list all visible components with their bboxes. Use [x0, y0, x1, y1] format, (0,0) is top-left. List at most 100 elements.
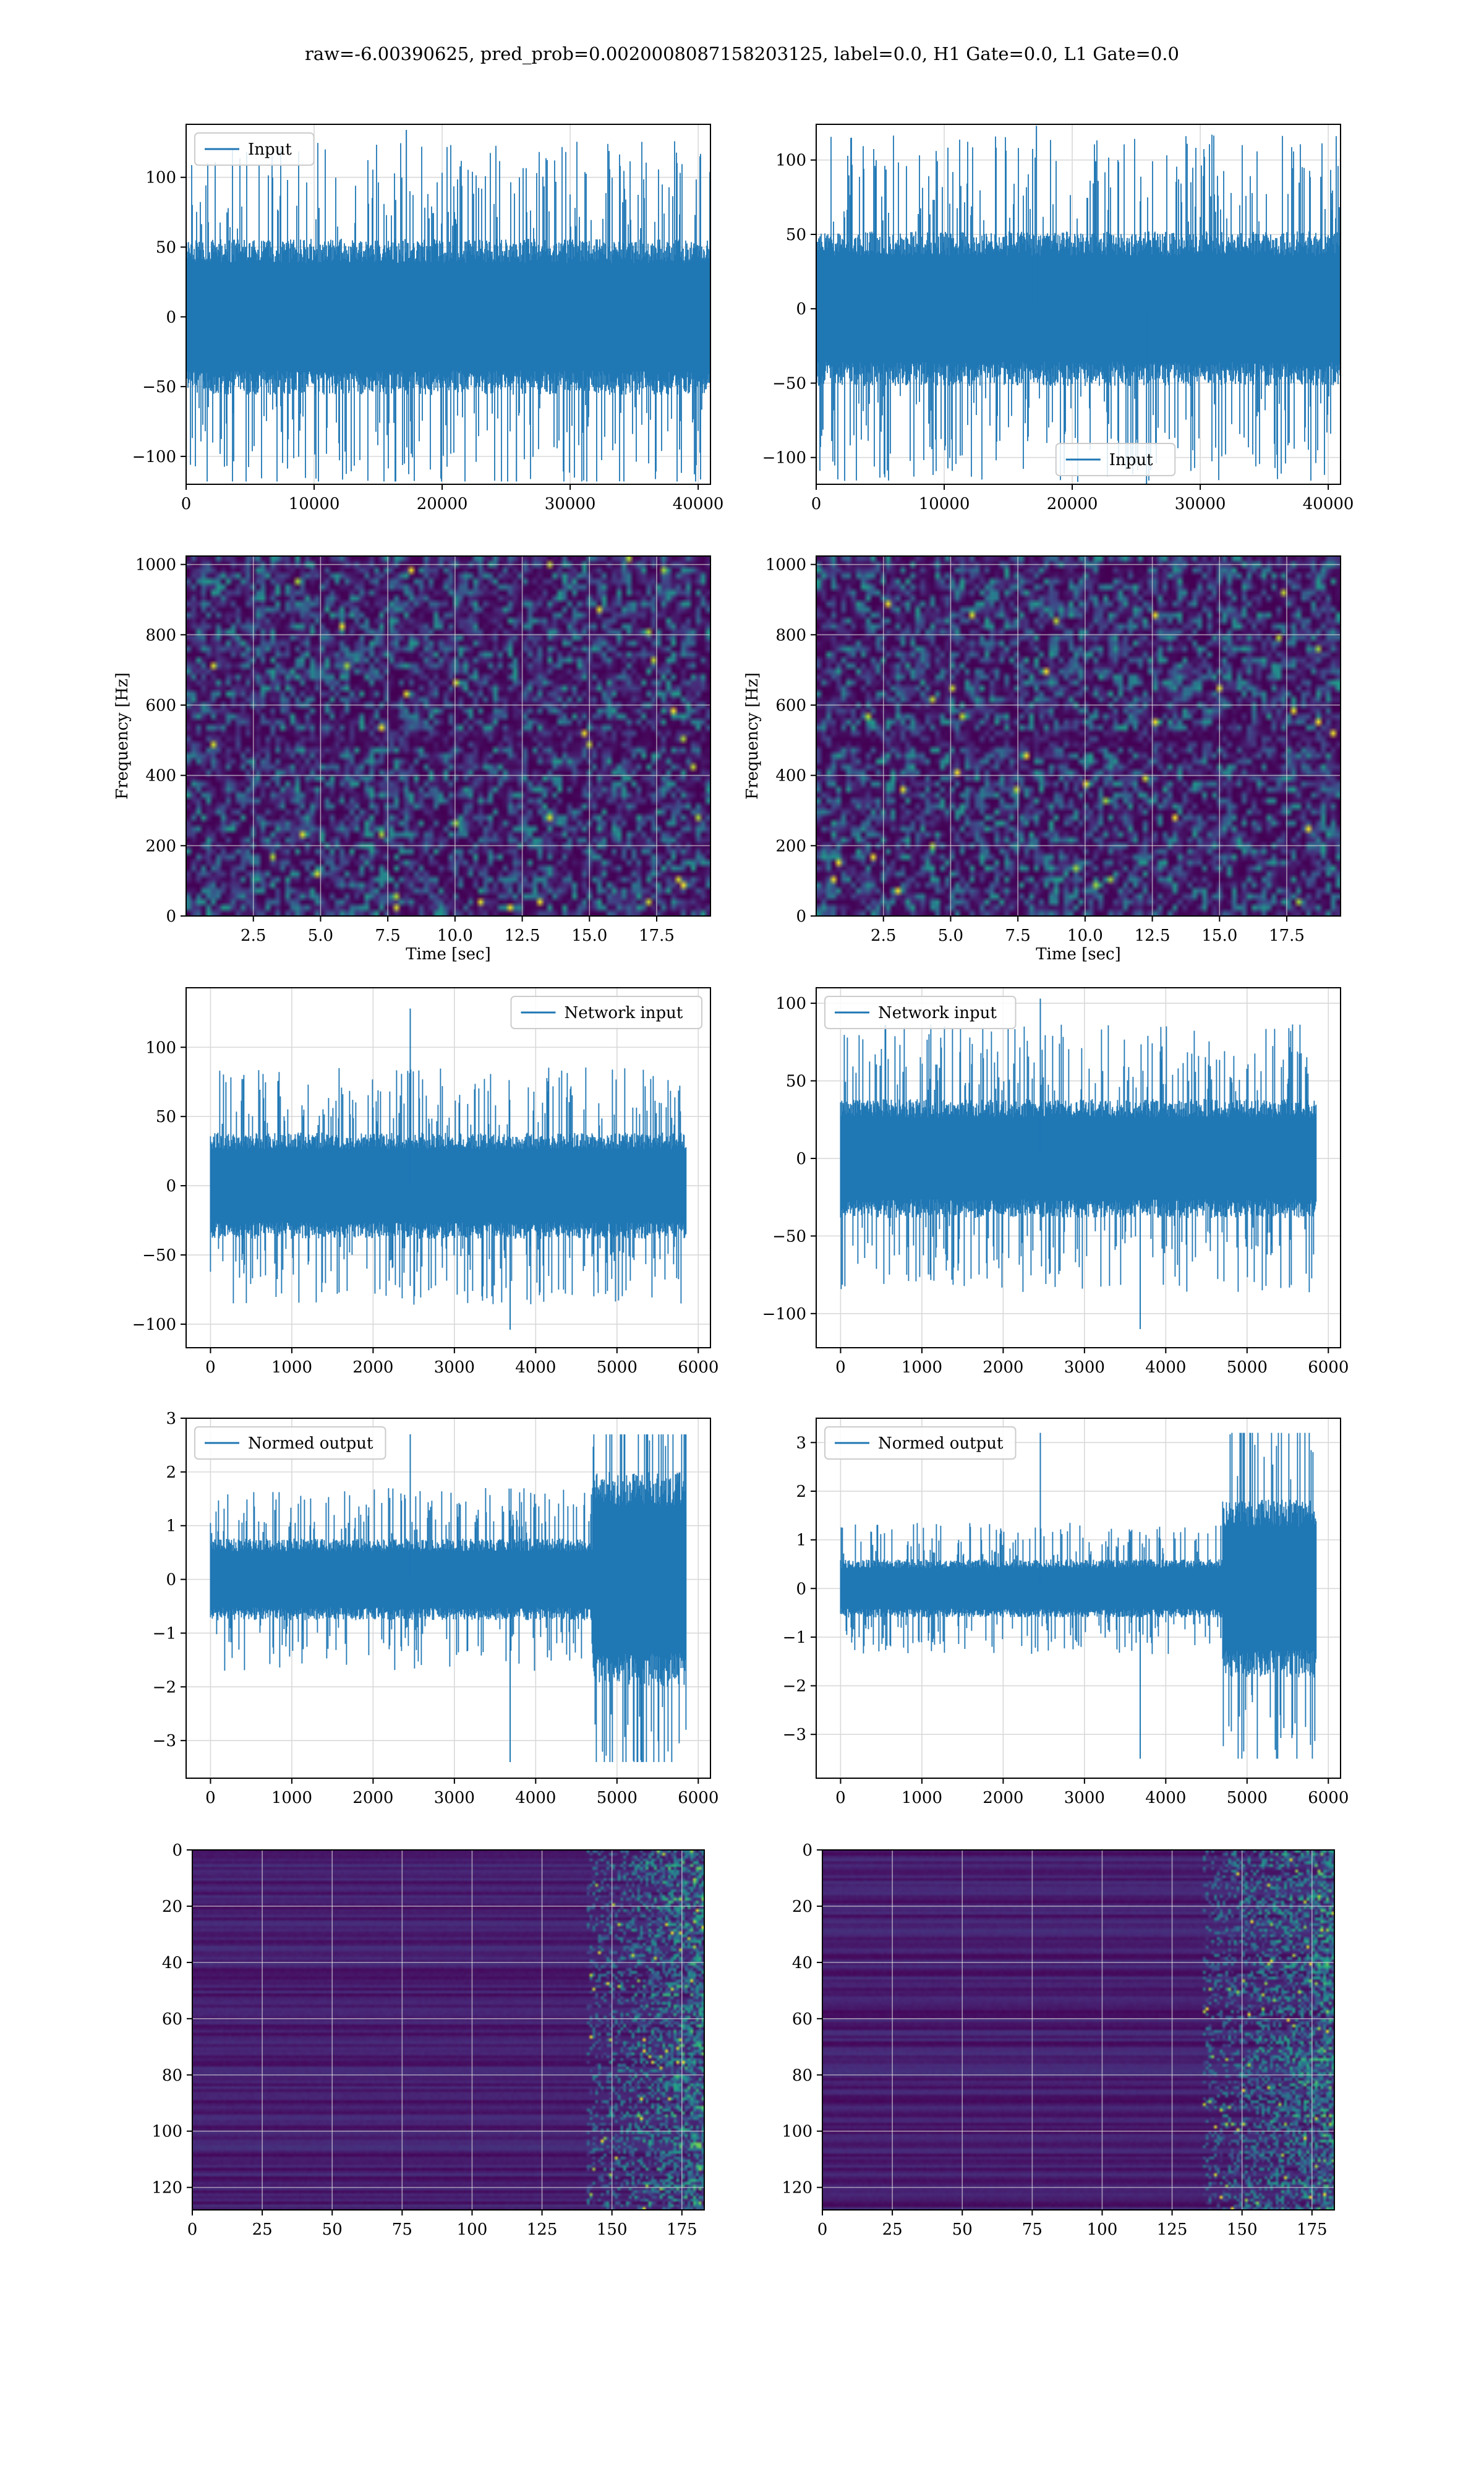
y-tick-label: 3	[796, 1434, 806, 1452]
legend-label: Input	[1109, 451, 1153, 469]
y-tick-label: 0	[166, 1177, 176, 1196]
x-tick-label: 30000	[545, 495, 596, 513]
y-tick-label: 100	[782, 2123, 812, 2141]
x-tick-label: 0	[811, 495, 822, 513]
y-tick-label: 80	[162, 2066, 182, 2085]
x-tick-label: 2.5	[241, 927, 266, 945]
x-tick-label: 1000	[271, 1789, 312, 1807]
x-tick-label: 175	[667, 2220, 697, 2239]
y-tick-label: 50	[156, 1108, 176, 1126]
y-tick-label: 40	[162, 1954, 182, 1972]
legend-label: Normed output	[248, 1434, 373, 1453]
axes-frame	[186, 987, 711, 1348]
x-tick-label: 1000	[271, 1358, 312, 1377]
y-tick-label: 20	[792, 1898, 812, 1916]
legend-box	[824, 1426, 1017, 1460]
x-tick-label: 150	[597, 2220, 628, 2239]
x-tick-label: 75	[1022, 2220, 1043, 2239]
y-tick-label: 0	[796, 1150, 806, 1168]
x-tick-label: 25	[252, 2220, 273, 2239]
x-tick-label: 3000	[434, 1789, 475, 1807]
x-tick-label: 10.0	[1067, 927, 1103, 945]
x-tick-label: 5000	[597, 1789, 638, 1807]
axes-frame	[192, 1849, 705, 2211]
x-tick-label: 0	[205, 1789, 216, 1807]
x-tick-label: 4000	[1145, 1358, 1186, 1377]
x-tick-label: 20000	[417, 495, 468, 513]
axes-frame	[816, 124, 1341, 485]
x-tick-label: 5000	[597, 1358, 638, 1377]
x-tick-label: 5000	[1227, 1789, 1268, 1807]
axes-frame	[816, 555, 1341, 917]
y-tick-label: 1	[166, 1517, 176, 1536]
x-tick-label: 40000	[1303, 495, 1354, 513]
y-tick-label: 80	[792, 2066, 812, 2085]
feature-map-image	[822, 1850, 1334, 2210]
legend-box	[194, 132, 315, 166]
x-tick-label: 2000	[983, 1358, 1023, 1377]
line-panel-input-l1: 0 10000 20000 30000 40000 −100 −50 0 50 100 Input	[762, 124, 1354, 513]
y-tick-label: −3	[783, 1726, 806, 1744]
y-tick-label: −100	[132, 448, 176, 466]
y-tick-label: 20	[162, 1898, 182, 1916]
legend: Network input	[824, 996, 1017, 1029]
y-tick-label: 120	[151, 2179, 182, 2198]
x-tick-label: 12.5	[1135, 927, 1171, 945]
y-tick-label: 600	[775, 696, 806, 715]
y-tick-label: −100	[762, 1305, 806, 1324]
legend: Normed output	[824, 1426, 1017, 1460]
axes-frame	[822, 1849, 1335, 2211]
y-tick-label: 100	[151, 2123, 182, 2141]
y-tick-label: 60	[162, 2010, 182, 2029]
x-tick-label: 1000	[902, 1789, 942, 1807]
x-tick-label: 6000	[678, 1358, 719, 1377]
y-tick-label: −1	[153, 1624, 176, 1643]
y-tick-label: 600	[145, 696, 176, 715]
x-tick-label: 2.5	[871, 927, 896, 945]
feature-map-panel-feature-map-l1: 0 25 50 75 100 125 150 175 0 20 40 60 80 100 120	[782, 1841, 1335, 2239]
spectrogram-panel-spectrogram-l1: 2.5 5.0 7.5 10.0 12.5 15.0 17.5 0 200 400 600 800 10…	[743, 555, 1341, 964]
x-tick-label: 0	[835, 1789, 846, 1807]
x-tick-label: 4000	[515, 1358, 556, 1377]
y-tick-label: 120	[782, 2179, 812, 2198]
series-line	[210, 1068, 687, 1305]
x-tick-label: 2000	[352, 1789, 393, 1807]
x-tick-label: 6000	[678, 1789, 719, 1807]
x-tick-label: 17.5	[639, 927, 675, 945]
legend-box	[510, 996, 702, 1029]
x-axis-label: Time [sec]	[406, 945, 491, 964]
axes-frame	[186, 1418, 711, 1779]
y-tick-label: 100	[145, 1038, 176, 1057]
y-tick-label: 50	[786, 1072, 806, 1091]
line-panel-network-input-h1: 0 1000 2000 3000 4000 5000 6000 −100 −50 0 50 100 Ne…	[132, 987, 719, 1377]
x-tick-label: 30000	[1175, 495, 1226, 513]
line-panel-normed-output-h1: 0 1000 2000 3000 4000 5000 6000 −3 −2 −1 0 1 2 3 Norme…	[153, 1410, 719, 1807]
axes-frame	[816, 1418, 1341, 1779]
y-tick-label: 1000	[135, 556, 176, 575]
axes-frame	[186, 124, 711, 485]
x-tick-label: 0	[187, 2220, 198, 2239]
series-line	[840, 1432, 1317, 1759]
y-tick-label: 0	[802, 1841, 812, 1860]
y-tick-label: −100	[132, 1316, 176, 1334]
feature-map-panel-feature-map-h1: 0 25 50 75 100 125 150 175 0 20 40 60 80 100 120	[151, 1841, 705, 2239]
x-tick-label: 6000	[1308, 1789, 1349, 1807]
x-tick-label: 12.5	[505, 927, 540, 945]
x-tick-label: 7.5	[1005, 927, 1030, 945]
legend: Network input	[510, 996, 702, 1029]
y-tick-label: −2	[783, 1677, 806, 1696]
legend-label: Network input	[565, 1004, 683, 1022]
axes-frame	[186, 555, 711, 917]
x-tick-label: 1000	[902, 1358, 942, 1377]
y-tick-label: 0	[796, 907, 806, 926]
legend-label: Input	[248, 140, 292, 159]
figure-title: raw=-6.00390625, pred_prob=0.00200080871…	[305, 43, 1179, 64]
y-tick-label: 3	[166, 1410, 176, 1428]
x-tick-label: 4000	[1145, 1789, 1186, 1807]
x-tick-label: 0	[181, 495, 192, 513]
series-line	[840, 1024, 1317, 1293]
x-tick-label: 3000	[434, 1358, 475, 1377]
y-tick-label: 200	[145, 837, 176, 855]
x-tick-label: 50	[952, 2220, 973, 2239]
legend-box	[1055, 443, 1176, 476]
